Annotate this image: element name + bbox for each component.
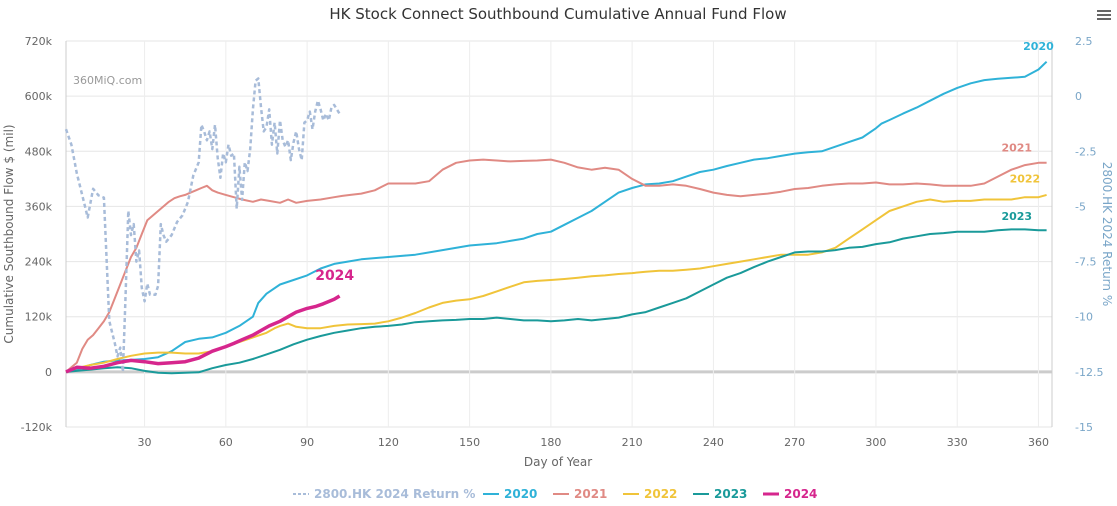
x-tick-label-9: 300 — [865, 436, 886, 449]
x-tick-label-11: 360 — [1028, 436, 1049, 449]
legend-item-2800-hk-2024-return-[interactable]: 2800.HK 2024 Return % — [293, 487, 475, 501]
legend-label: 2024 — [784, 487, 817, 501]
y2-tick-label-0: -15 — [1075, 421, 1093, 434]
end-label-2020: 2020 — [1023, 40, 1054, 53]
y-axis-ticks: -120k 0 120k 240k 360k 480k 600k 720k — [21, 35, 53, 434]
x-tick-label-7: 240 — [703, 436, 724, 449]
series-line-2021[interactable] — [65, 158, 1047, 373]
series-line-2020[interactable] — [65, 60, 1048, 373]
x-tick-label-5: 180 — [540, 436, 561, 449]
x-axis-title: Day of Year — [524, 455, 592, 469]
legend-item-2022[interactable]: 2022 — [623, 487, 677, 501]
y2-axis-title: 2800.HK 2024 Return % — [1100, 162, 1114, 306]
y2-tick-label-6: 0 — [1075, 90, 1082, 103]
x-tick-label-10: 330 — [947, 436, 968, 449]
y2-axis-ticks: -15 -12.5 -10 -7.5 -5 -2.5 0 2.5 — [1075, 35, 1103, 434]
end-label-2023: 2023 — [1001, 210, 1032, 223]
y-tick-label-3: 240k — [25, 256, 53, 269]
end-label-2021: 2021 — [1001, 141, 1032, 154]
y-tick-label-6: 600k — [25, 90, 53, 103]
series-line-2024[interactable] — [65, 294, 341, 374]
y-axis-title: Cumulative Southbound Flow $ (mil) — [2, 124, 16, 343]
legend-label: 2023 — [714, 487, 747, 501]
end-label-2022: 2022 — [1010, 173, 1041, 186]
legend-label: 2800.HK 2024 Return % — [314, 487, 475, 501]
y2-tick-label-7: 2.5 — [1075, 35, 1093, 48]
chart-credit: 360MiQ.com — [73, 74, 142, 87]
series-end-labels: 2020 2021 2022 2023 2024 — [315, 40, 1054, 284]
y2-tick-label-2: -10 — [1075, 311, 1093, 324]
end-label-2024: 2024 — [315, 268, 354, 284]
legend[interactable]: 2800.HK 2024 Return % 2020 2021 2022 2023 202… — [293, 487, 817, 501]
x-tick-label-3: 120 — [378, 436, 399, 449]
y-tick-label-1: 0 — [45, 366, 52, 379]
y-tick-label-0: -120k — [21, 421, 53, 434]
y2-tick-label-3: -7.5 — [1075, 256, 1096, 269]
legend-item-2021[interactable]: 2021 — [553, 487, 607, 501]
x-tick-label-1: 60 — [219, 436, 233, 449]
y2-tick-label-5: -2.5 — [1075, 145, 1096, 158]
y-tick-label-2: 120k — [25, 311, 53, 324]
y2-tick-label-4: -5 — [1075, 200, 1086, 213]
x-tick-label-4: 150 — [459, 436, 480, 449]
x-tick-label-8: 270 — [784, 436, 805, 449]
series-line-2800-hk-2024-return-[interactable] — [64, 77, 341, 374]
y-tick-label-7: 720k — [25, 35, 53, 48]
x-tick-label-0: 30 — [138, 436, 152, 449]
legend-label: 2020 — [504, 487, 537, 501]
series-line-2022[interactable] — [65, 193, 1047, 373]
series-line-2023[interactable] — [65, 228, 1047, 375]
y-tick-label-5: 480k — [25, 145, 53, 158]
grid — [65, 40, 1053, 428]
y-tick-label-4: 360k — [25, 200, 53, 213]
y2-tick-label-1: -12.5 — [1075, 366, 1103, 379]
legend-item-2020[interactable]: 2020 — [483, 487, 537, 501]
legend-label: 2022 — [644, 487, 677, 501]
chart-title: HK Stock Connect Southbound Cumulative A… — [329, 5, 786, 23]
series-lines — [64, 60, 1048, 375]
legend-item-2023[interactable]: 2023 — [693, 487, 747, 501]
menu-icon[interactable] — [1097, 8, 1111, 22]
legend-item-2024[interactable]: 2024 — [763, 487, 817, 501]
legend-label: 2021 — [574, 487, 607, 501]
x-axis-ticks: 30 60 90 120 150 180 210 240 270 300 330 360 — [138, 436, 1049, 449]
x-tick-label-2: 90 — [300, 436, 314, 449]
x-tick-label-6: 210 — [622, 436, 643, 449]
